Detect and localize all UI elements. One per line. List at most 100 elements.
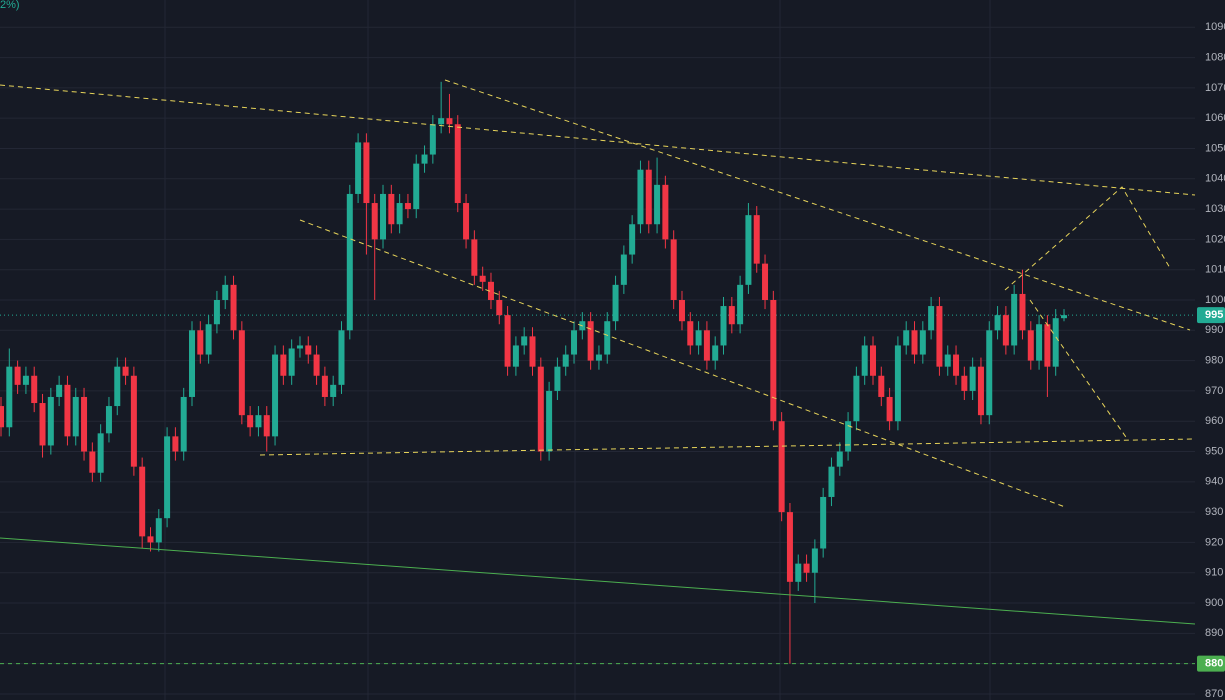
candle-body [429,124,436,155]
y-tick-label: 1070 [1205,82,1225,94]
candle-body [886,396,893,422]
candle-body [745,215,752,285]
candle-body [770,300,777,422]
candle-body [911,330,918,355]
candles [0,81,1067,664]
candle-body [762,263,769,300]
candle-body [678,300,685,322]
candle-body [39,403,46,446]
candle-body [645,169,652,225]
candle-body [637,169,644,225]
candle-body [272,354,279,437]
candle-body [330,384,337,397]
candle-body [936,306,943,367]
candle-body [396,203,403,225]
candle-body [404,203,411,210]
candle-body [64,384,71,437]
y-tick-label: 1050 [1205,142,1225,154]
candle-body [31,375,38,404]
price-label: 995 [1205,309,1223,321]
candle-body [255,415,262,428]
candle-body [213,300,220,325]
candle-body [222,284,229,300]
candle-body [1036,324,1043,361]
candle-body [172,436,179,452]
candle-body [263,415,270,437]
candle-body [1027,330,1034,361]
candle-body [803,563,810,573]
candle-body [313,354,320,376]
candle-body [479,275,486,282]
y-tick-label: 900 [1205,597,1223,609]
candle-body [413,163,420,210]
candle-body [728,306,735,325]
candle-body [388,193,395,225]
candle-body [280,354,287,376]
candle-body [712,345,719,361]
candle-body [753,215,760,264]
candle-body [338,330,345,385]
horizontal-grid [0,26,1195,695]
y-tick-label: 1010 [1205,264,1225,276]
candle-body [164,436,171,519]
candle-body [620,254,627,285]
candle-body [1011,293,1018,346]
candle-body [471,239,478,276]
candle-body [853,375,860,422]
candle-body [595,354,602,361]
candle-body [903,330,910,346]
trend-line [0,84,1196,196]
candle-body [371,203,378,240]
projection [1004,186,1171,291]
projection [1029,299,1129,441]
candle-body [139,466,146,537]
candle-body [537,366,544,452]
y-tick-label: 1080 [1205,51,1225,63]
candle-body [720,306,727,346]
candle-body [878,375,885,397]
y-tick-label: 1040 [1205,173,1225,185]
candle-body [836,451,843,467]
candle-body [189,330,196,397]
candle-body [587,321,594,361]
candle-body [205,324,212,355]
candle-body [114,366,121,407]
candle-body [869,345,876,376]
candle-body [737,284,744,325]
candle-body [670,239,677,300]
candle-body [180,396,187,452]
candle-body [496,300,503,316]
y-tick-label: 970 [1205,385,1223,397]
candle-body [953,354,960,376]
candle-body [919,330,926,355]
candle-body [811,548,818,573]
candle-body [845,421,852,452]
candle-body [687,321,694,346]
candle-body [977,366,984,416]
candle-body [305,345,312,355]
candle-body [828,466,835,497]
y-tick-label: 960 [1205,415,1223,427]
candle-body [238,330,245,416]
candle-body [89,451,96,473]
candle-body [961,375,968,391]
candle-body [1019,293,1026,331]
y-tick-label: 930 [1205,506,1223,518]
candle-body [487,281,494,300]
candle-body [155,518,162,543]
y-tick-label: 1020 [1205,233,1225,245]
candle-body [197,330,204,355]
candle-body [695,330,702,346]
candle-body [81,396,88,452]
candle-body [786,512,793,582]
candle-body [105,406,112,434]
candle-body [795,563,802,582]
candle-body [662,184,669,240]
candle-body [703,330,710,361]
candle-body [321,375,328,397]
candle-body [894,345,901,422]
y-tick-label: 980 [1205,355,1223,367]
candle-body [438,118,445,125]
